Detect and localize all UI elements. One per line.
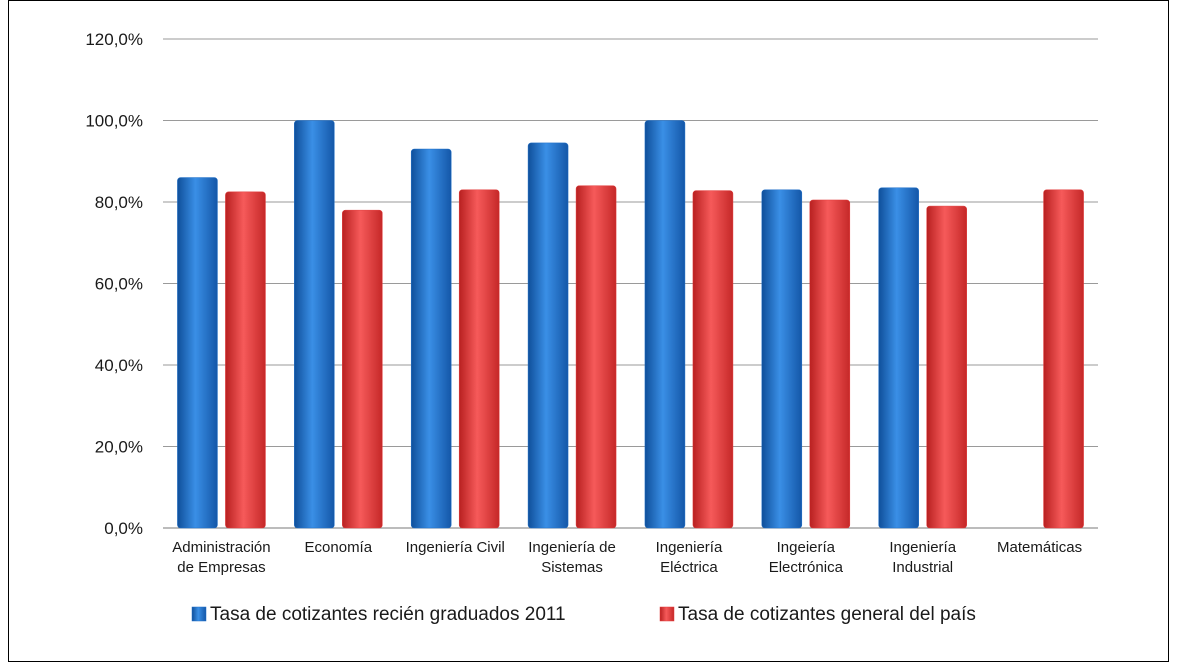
legend-swatch	[659, 606, 675, 622]
legend: Tasa de cotizantes recién graduados 2011…	[191, 604, 976, 625]
bar-recien-graduados	[177, 177, 218, 529]
bar-general-pais	[225, 191, 266, 529]
x-category-label: Matemáticas	[997, 539, 1082, 556]
y-tick-label: 100,0%	[85, 112, 143, 131]
bar-general-pais	[1043, 189, 1084, 529]
y-tick-label: 40,0%	[95, 356, 143, 375]
bar-general-pais	[458, 189, 500, 529]
bar-recien-graduados	[644, 120, 686, 529]
x-category-label: Administración	[172, 539, 270, 556]
y-tick-label: 120,0%	[85, 30, 143, 49]
bar-general-pais	[692, 190, 734, 529]
bar-recien-graduados	[878, 187, 919, 529]
bar-general-pais	[809, 199, 851, 529]
legend-label: Tasa de cotizantes general del país	[678, 604, 976, 625]
x-category-label: Ingeiería	[777, 539, 836, 556]
x-category-label: Ingeniería Civil	[406, 539, 505, 556]
x-category-label: de Empresas	[177, 559, 265, 576]
bar-recien-graduados	[527, 142, 569, 529]
x-category-label: Eléctrica	[660, 559, 718, 576]
x-axis-labels: Administración de Empresas Economía Ingenie…	[172, 539, 1082, 576]
bar-general-pais	[575, 185, 617, 529]
y-tick-label: 20,0%	[95, 438, 143, 457]
x-category-label: Ingeniería de	[528, 539, 616, 556]
legend-label: Tasa de cotizantes recién graduados 2011	[210, 604, 566, 625]
y-tick-label: 80,0%	[95, 193, 143, 212]
y-tick-label: 60,0%	[95, 275, 143, 294]
bar-general-pais	[342, 209, 383, 529]
y-tick-label: 0,0%	[104, 519, 143, 538]
x-category-label: Economía	[305, 539, 373, 556]
bars	[177, 120, 1084, 529]
bar-recien-graduados	[410, 148, 452, 529]
x-category-label: Sistemas	[541, 559, 603, 576]
x-category-label: Industrial	[892, 559, 953, 576]
x-category-label: Electrónica	[769, 559, 844, 576]
x-category-label: Ingeniería	[656, 539, 723, 556]
y-axis-ticks: 0,0% 20,0% 40,0% 60,0% 80,0% 100,0% 120,0%	[85, 30, 143, 538]
bar-recien-graduados	[294, 120, 335, 529]
bar-recien-graduados	[761, 189, 803, 529]
bar-general-pais	[926, 205, 967, 529]
x-category-label: Ingeniería	[889, 539, 956, 556]
legend-swatch	[191, 606, 207, 622]
